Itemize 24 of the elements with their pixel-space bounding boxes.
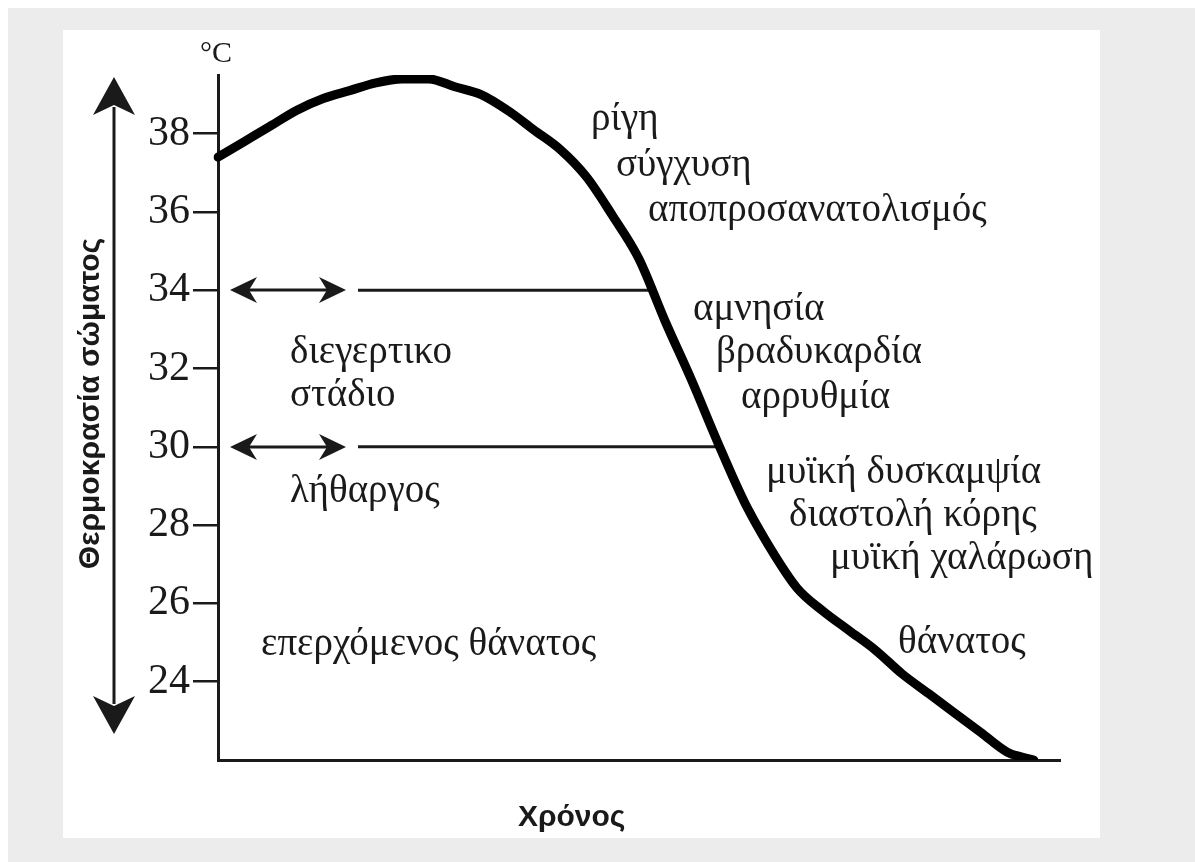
annotation: διεγερτικο στάδιο — [290, 328, 453, 415]
annotation: διαστολή κόρης — [789, 491, 1038, 536]
y-tick-label: 24 — [148, 655, 190, 702]
annotation: μυϊκή δυσκαμψία — [766, 448, 1042, 493]
annotation: αποπροσανατολισμός — [648, 186, 988, 231]
y-tick-label: 30 — [148, 420, 190, 467]
annotation: λήθαργος — [290, 467, 441, 512]
y-tick-label: 26 — [148, 577, 190, 624]
y-axis-title: Θερμοκρασία σώματος — [72, 237, 106, 570]
y-tick-label: 36 — [148, 186, 190, 233]
y-tick-label: 34 — [148, 264, 190, 311]
annotation: ρίγη — [591, 95, 659, 140]
annotation: αρρυθμία — [741, 373, 891, 418]
x-axis-title: Χρόνος — [517, 799, 626, 833]
y-tick-label: 38 — [148, 107, 190, 154]
y-tick-label: 32 — [148, 342, 190, 389]
text: °C — [199, 34, 233, 68]
annotation: θάνατος — [898, 618, 1027, 662]
annotation: μυϊκή χαλάρωση — [830, 534, 1094, 579]
y-tick-label: 28 — [148, 499, 190, 546]
annotation: βραδυκαρδία — [716, 328, 922, 373]
annotation: αμνησία — [693, 285, 825, 330]
annotation: σύγχυση — [616, 141, 752, 186]
annotation: επερχόμενος θάνατος — [261, 620, 597, 665]
